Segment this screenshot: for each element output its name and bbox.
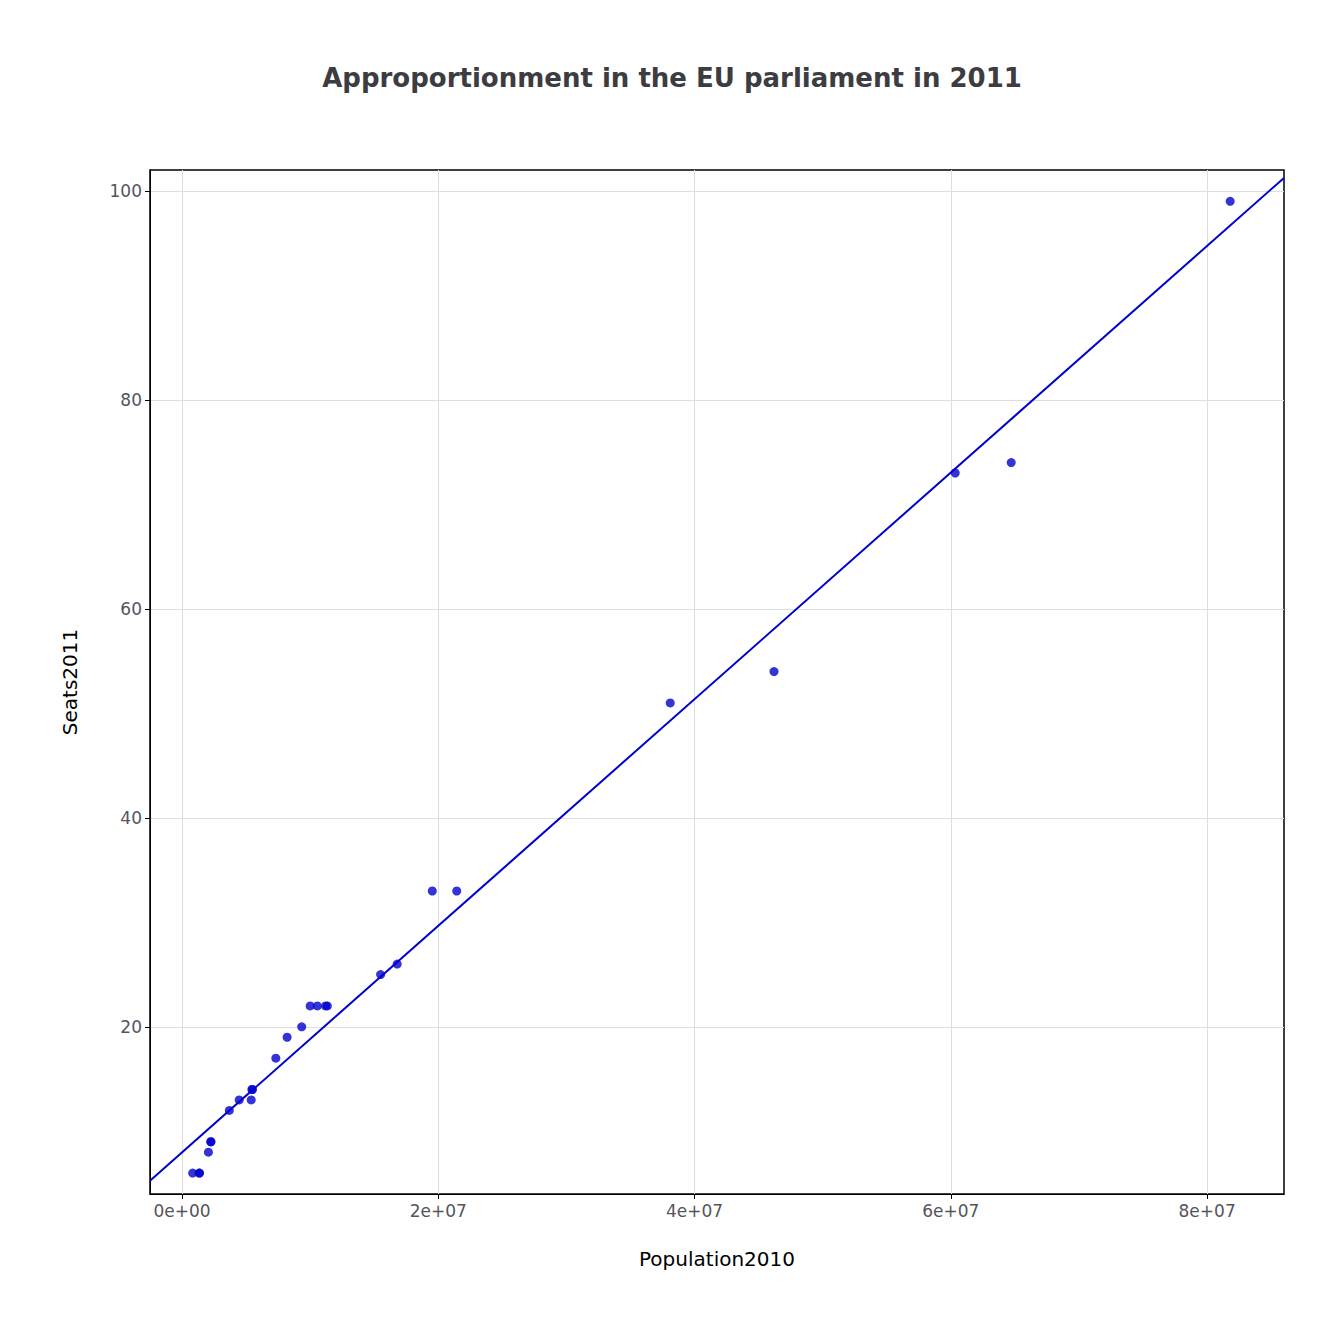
svg-text:Population2010: Population2010: [639, 1247, 795, 1271]
svg-text:0e+00: 0e+00: [153, 1201, 210, 1221]
svg-text:4e+07: 4e+07: [666, 1201, 723, 1221]
svg-text:100: 100: [110, 181, 142, 201]
svg-text:20: 20: [120, 1017, 142, 1037]
svg-text:60: 60: [120, 599, 142, 619]
svg-text:6e+07: 6e+07: [922, 1201, 979, 1221]
svg-text:Approportionment in the EU par: Approportionment in the EU parliament in…: [322, 63, 1022, 93]
svg-text:2e+07: 2e+07: [410, 1201, 467, 1221]
svg-text:40: 40: [120, 808, 142, 828]
svg-text:Seats2011: Seats2011: [58, 629, 82, 735]
svg-text:8e+07: 8e+07: [1179, 1201, 1236, 1221]
svg-text:80: 80: [120, 390, 142, 410]
